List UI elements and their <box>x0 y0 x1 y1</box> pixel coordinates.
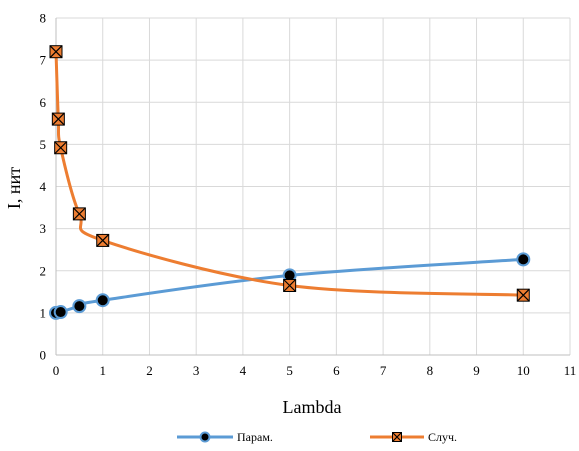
x-tick-label: 2 <box>146 363 153 378</box>
series-1 <box>49 252 531 320</box>
data-point-marker <box>516 288 530 302</box>
x-tick-label: 11 <box>564 363 577 378</box>
series-2 <box>49 45 530 302</box>
marker-cross <box>392 432 402 442</box>
marker-cross <box>72 207 86 221</box>
x-axis-title: Lambda <box>283 397 342 417</box>
y-axis-title: I, нит <box>4 167 24 209</box>
y-tick-label: 6 <box>40 95 47 110</box>
marker-cross <box>283 279 297 292</box>
y-tick-label: 8 <box>40 11 47 26</box>
data-point-marker <box>283 278 297 292</box>
series-layer <box>49 45 531 320</box>
x-tick-label: 0 <box>53 363 60 378</box>
x-tick-label: 3 <box>193 363 200 378</box>
y-tick-label: 4 <box>40 179 47 194</box>
legend-item-2: Случ. <box>370 430 457 444</box>
x-tick-label: 7 <box>380 363 387 378</box>
data-point-marker <box>72 207 86 221</box>
y-tick-label: 0 <box>40 348 47 363</box>
y-tick-label: 1 <box>40 305 47 320</box>
gridlines <box>56 17 571 355</box>
x-tick-label: 9 <box>473 363 480 378</box>
y-tick-label: 7 <box>40 53 47 68</box>
data-point-marker <box>516 252 531 267</box>
x-tick-label: 4 <box>240 363 247 378</box>
marker-cross <box>51 112 65 126</box>
y-tick-label: 3 <box>40 221 47 236</box>
legend: Парам. Случ. <box>177 430 457 444</box>
x-tick-label: 5 <box>286 363 293 378</box>
marker-cross <box>49 45 63 59</box>
x-tick-label: 10 <box>517 363 530 378</box>
y-tick-label: 5 <box>40 137 47 152</box>
marker-cross <box>54 141 68 155</box>
legend-label: Парам. <box>237 430 273 444</box>
data-point-marker <box>95 293 110 308</box>
x-tick-label: 8 <box>427 363 434 378</box>
x-tick-label: 1 <box>99 363 106 378</box>
data-point-marker <box>51 112 65 126</box>
marker-cross <box>516 288 530 302</box>
data-point-marker <box>96 233 110 247</box>
data-point-marker <box>49 45 63 59</box>
data-point-marker <box>53 305 68 320</box>
data-point-marker <box>392 432 402 442</box>
marker-cross <box>96 233 110 247</box>
legend-label: Случ. <box>428 430 457 444</box>
axes: 0 1 2 3 4 5 6 7 8 9 10 11 0 1 2 3 4 5 6 7 8 <box>40 11 577 379</box>
y-tick-label: 2 <box>40 263 47 278</box>
data-point-marker <box>199 431 211 443</box>
data-point-marker <box>54 141 68 155</box>
x-tick-label: 6 <box>333 363 340 378</box>
data-point-marker <box>72 299 87 314</box>
legend-item-1: Парам. <box>177 430 273 444</box>
